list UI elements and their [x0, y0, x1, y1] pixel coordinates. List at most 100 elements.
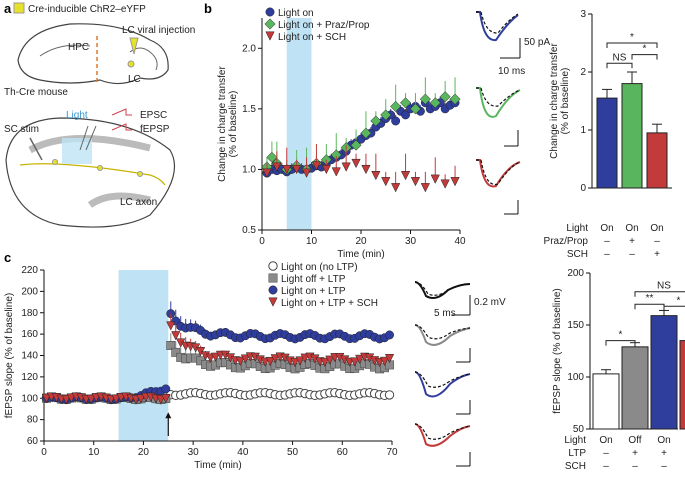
data-point: [321, 164, 331, 175]
brain-outline: [17, 23, 169, 85]
data-point: [171, 331, 181, 341]
x-tick-label: 20: [138, 447, 150, 458]
lc-site: [127, 60, 135, 68]
legend-marker: [265, 7, 275, 17]
data-point: [374, 357, 385, 368]
row-label: Light: [564, 435, 586, 446]
legend-label: Light on + Praz/Prop: [278, 20, 370, 31]
b-example-traces: 50 pA 10 ms: [476, 11, 550, 215]
row-value: –: [604, 249, 610, 260]
legend-marker: [268, 273, 278, 283]
data-point: [270, 354, 280, 364]
bar: [679, 340, 685, 430]
data-point: [439, 91, 451, 103]
legend-label: Light on + LTP + SCH: [281, 298, 378, 309]
data-point: [379, 356, 390, 367]
x-tick-label: 30: [405, 236, 417, 247]
data-point: [166, 321, 176, 331]
data-point: [399, 97, 412, 109]
x-tick-label: 10: [88, 447, 100, 458]
y-tick-label: 2: [580, 67, 586, 78]
b-time-chart: 0 10 20 30 40 0.5 1.0 1.5 2.0 Time (min) Change in…: [217, 7, 466, 260]
bar: [621, 346, 649, 430]
row-value: On: [599, 435, 612, 446]
scale-mv-label: 0.2 mV: [474, 297, 506, 308]
panel-a-label: a: [4, 1, 12, 16]
data-point: [350, 357, 360, 367]
panel-a: a Cre-inducible ChR2–eYFP HPC LC viral i…: [4, 1, 195, 228]
row-value: –: [629, 249, 635, 260]
x-tick-label: 60: [337, 447, 349, 458]
epsc-label: EPSC: [140, 110, 167, 121]
c-bar-chart: 50 100 150 200 fEPSP slope (% of baseline) Li…: [552, 268, 685, 472]
trace-light-on: [476, 11, 519, 42]
significance-label: *: [643, 44, 647, 55]
data-point: [410, 177, 421, 187]
row-value: On: [650, 223, 663, 234]
y-tick-label: 60: [27, 436, 39, 447]
row-label: SCH: [565, 461, 586, 472]
significance-label: NS: [613, 52, 627, 63]
scale-ms-label: 5 ms: [434, 308, 456, 319]
tetanus-arrow-head: [165, 412, 172, 419]
significance-bracket: [634, 303, 665, 310]
y-axis-title: fEPSP slope (% of baseline): [552, 288, 563, 413]
trace-baseline: [414, 423, 471, 440]
row-value: On: [625, 223, 638, 234]
bar: [592, 373, 620, 430]
row-value: –: [603, 448, 609, 459]
x-tick-label: 10: [306, 236, 318, 247]
bar: [621, 83, 643, 189]
epsc-pipette: [79, 125, 89, 151]
row-value: –: [603, 461, 609, 472]
row-value: On: [657, 435, 670, 446]
trace-praz-prop: [476, 87, 521, 118]
row-value: +: [632, 448, 638, 459]
data-point: [272, 162, 282, 172]
y-tick-label: 1.5: [242, 104, 256, 115]
data-point: [136, 394, 146, 404]
data-point: [449, 93, 461, 105]
data-point: [161, 384, 171, 394]
row-value: +: [629, 236, 635, 247]
data-point: [401, 110, 410, 120]
data-point: [419, 93, 431, 105]
data-point: [409, 103, 422, 115]
row-label: LTP: [568, 448, 586, 459]
data-point: [380, 109, 392, 121]
data-point: [311, 161, 322, 171]
y-tick-label: 80: [27, 415, 39, 426]
data-point: [381, 177, 391, 187]
legend-marker: [264, 18, 276, 30]
stim-electrode: [29, 137, 43, 161]
legend-label: Light on + LTP: [281, 286, 346, 297]
legend-marker: [268, 297, 278, 307]
x-axis-title: Time (min): [194, 460, 241, 471]
y-axis-title: (% of baseline): [228, 91, 239, 158]
fepsp-label: fEPSP: [140, 124, 170, 135]
trace-light-off-ltp: [414, 324, 471, 346]
y-tick-label: 3: [580, 9, 586, 20]
data-point: [440, 179, 450, 189]
row-value: –: [632, 461, 638, 472]
significance-bracket: [606, 62, 633, 69]
x-tick-label: 0: [41, 447, 47, 458]
row-value: –: [654, 236, 660, 247]
row-label: Light: [566, 223, 588, 234]
data-point: [61, 394, 71, 405]
c-time-chart: 0 10 20 30 40 50 60 70 60 80 100 120 140 160 180 200 220…: [4, 261, 398, 471]
x-tick-label: 40: [454, 236, 466, 247]
x-tick-label: 50: [287, 447, 299, 458]
data-point: [265, 356, 275, 367]
cerebellum-contour: [129, 47, 158, 71]
injection-needle-icon: [129, 37, 139, 55]
x-tick-label: 30: [188, 447, 200, 458]
lc-label: LC: [128, 74, 141, 85]
eyfp-legend-label: Cre-inducible ChR2–eYFP: [28, 4, 146, 15]
row-value: Off: [628, 435, 641, 446]
y-tick-label: 2.0: [242, 43, 256, 54]
y-tick-label: 220: [21, 265, 38, 276]
data-point: [235, 356, 245, 366]
row-value: –: [604, 236, 610, 247]
